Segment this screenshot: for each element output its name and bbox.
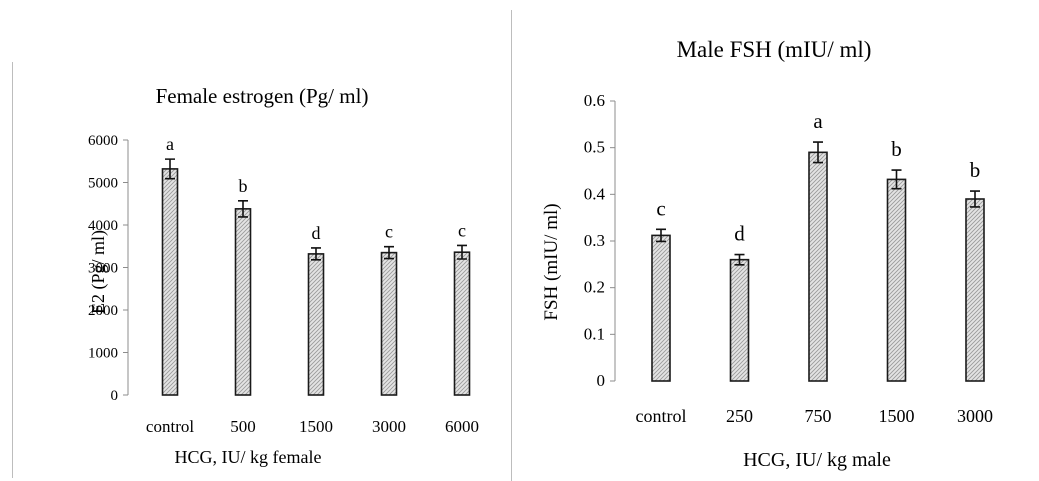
error-bar-1500: [891, 169, 902, 190]
y-tick-label: 3000: [88, 261, 118, 277]
x-axis-label: HCG, IU/ kg male: [743, 449, 891, 471]
left-border: [12, 62, 13, 478]
category-label: 3000: [372, 417, 406, 436]
y-tick-label: 0.2: [584, 278, 605, 297]
category-label: 1500: [299, 417, 333, 436]
bar-3000: [380, 251, 398, 396]
chart-title: Male FSH (mIU/ ml): [677, 37, 872, 62]
y-tick-label: 0: [111, 388, 119, 404]
y-tick-label: 0: [597, 371, 606, 390]
category-label: 250: [726, 406, 753, 426]
bar-6000: [453, 251, 471, 396]
y-axis-label: FSH (mIU/ ml): [541, 203, 562, 320]
panel-divider: [511, 10, 512, 481]
significance-letter: c: [656, 196, 665, 220]
female-estrogen-chart: Female estrogen (Pg/ ml) E2 (Pg/ ml) HCG…: [0, 0, 512, 481]
bar-750: [808, 151, 828, 382]
error-bar-250: [734, 253, 745, 266]
category-label: 500: [230, 417, 256, 436]
y-axis-label: E2 (Pg/ ml): [88, 230, 109, 314]
significance-letter: d: [734, 222, 745, 246]
y-tick-label: 0.5: [584, 138, 605, 157]
x-axis-label: HCG, IU/ kg female: [175, 447, 322, 467]
significance-letter: b: [239, 176, 248, 196]
y-tick-label: 0.4: [584, 184, 606, 203]
significance-letter: c: [385, 222, 393, 242]
error-bar-3000: [384, 245, 394, 260]
y-tick-label: 0.3: [584, 231, 605, 250]
significance-letter: b: [970, 158, 981, 182]
category-label: 6000: [445, 417, 479, 436]
bar-500: [234, 208, 252, 396]
category-label: control: [146, 417, 194, 436]
category-label: control: [636, 406, 687, 426]
error-bar-500: [238, 199, 248, 218]
error-bar-1500: [311, 247, 321, 261]
male-fsh-chart: Male FSH (mIU/ ml) FSH (mIU/ ml) HCG, IU…: [512, 0, 1039, 481]
significance-letter: c: [458, 220, 466, 240]
y-tick-label: 6000: [88, 133, 118, 149]
bar-250: [729, 258, 750, 382]
y-tick-label: 5000: [88, 176, 118, 192]
category-label: 3000: [957, 406, 993, 426]
y-tick-label: 0.6: [584, 91, 605, 110]
y-tick-label: 0.1: [584, 324, 605, 343]
category-label: 1500: [879, 406, 915, 426]
category-label: 750: [805, 406, 832, 426]
error-bar-6000: [457, 244, 467, 260]
bar-1500: [886, 178, 907, 382]
bar-control: [651, 234, 671, 382]
chart-title: Female estrogen (Pg/ ml): [156, 84, 369, 108]
bar-control: [161, 168, 179, 396]
error-bar-control: [656, 228, 666, 243]
significance-letter: d: [312, 223, 321, 243]
bar-1500: [307, 253, 325, 396]
bar-3000: [965, 198, 985, 382]
y-tick-label: 2000: [88, 303, 118, 319]
y-tick-label: 4000: [88, 218, 118, 234]
error-bar-3000: [970, 190, 980, 208]
significance-letter: a: [166, 134, 174, 154]
female-estrogen-plot: Female estrogen (Pg/ ml) E2 (Pg/ ml) HCG…: [88, 84, 479, 467]
male-fsh-plot: Male FSH (mIU/ ml) FSH (mIU/ ml) HCG, IU…: [541, 37, 993, 471]
significance-letter: a: [813, 109, 823, 133]
error-bar-750: [813, 141, 823, 164]
significance-letter: b: [891, 137, 902, 161]
y-tick-label: 1000: [88, 346, 118, 362]
error-bar-control: [165, 158, 175, 180]
